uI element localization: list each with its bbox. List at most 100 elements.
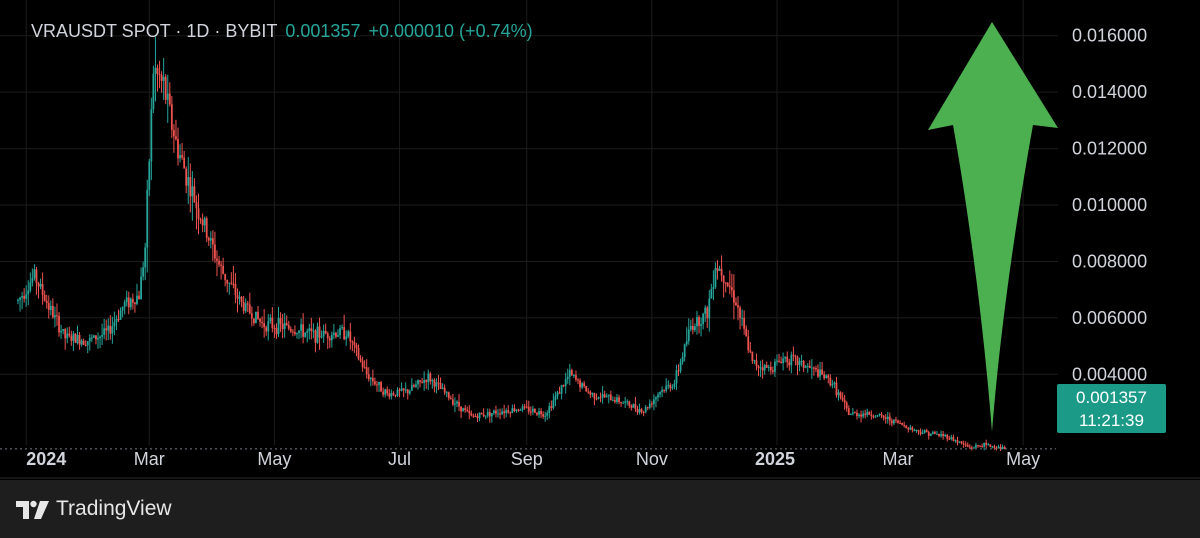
candle-body [944,434,947,437]
candle-body [739,307,741,319]
candle-body [339,328,341,336]
candle-body [866,411,869,415]
candle-body [185,168,188,186]
candle-body [534,408,536,413]
candle-body [72,333,75,341]
candle-body [798,361,801,366]
candle-body [812,367,815,369]
candle-body [882,415,885,418]
symbol-title[interactable]: VRAUSDT SPOT · 1D · BYBIT [31,21,278,41]
candle-body [107,325,110,331]
candle-body [287,325,290,329]
candle-body [291,331,294,333]
candle-body [415,384,417,387]
candle-body [439,383,442,389]
candle-body [374,381,376,385]
tradingview-logo-icon[interactable] [16,499,50,521]
candle-body [423,380,426,383]
candle-body [702,313,705,325]
candle-body [509,412,512,414]
candle-body [168,93,171,105]
candle-body [437,382,440,384]
candle-body [201,219,204,226]
candle-body [66,333,69,339]
candle-body [667,384,670,386]
candle-body [191,186,194,197]
candle-body [531,408,534,412]
last-price-value: 0.001357 [285,21,361,41]
candle-body [597,397,600,399]
candle-body [160,74,163,81]
candle-body [876,415,879,417]
candle-body [248,304,251,314]
candle-body [587,391,590,393]
candle-body [620,402,622,404]
candlestick-chart[interactable]: 2024 Mar May Jul Sep Nov 2025 Mar May 0.0160000.… [0,0,1200,480]
candle-body [408,390,411,394]
candle-body [691,325,694,331]
candle-body [769,367,772,371]
candle-body [236,295,239,299]
candle-body [907,427,910,430]
candle-body [298,330,300,334]
candle-body [757,366,760,369]
candle-body [954,440,957,442]
candle-body [443,387,446,393]
candle-body [320,336,323,338]
candle-body [398,389,401,391]
candle-body [825,375,828,379]
candle-body [318,326,321,338]
candle-body [849,413,852,415]
candle-body [468,411,471,414]
candle-body [189,177,192,197]
candle-body [999,446,1002,450]
candle-body [115,319,118,323]
candle-body [868,411,871,415]
grid-lines [0,0,1200,479]
candle-body [741,317,744,319]
candle-body [480,412,483,415]
candle-body [704,307,707,314]
candle-body [778,360,780,362]
candle-body [497,413,499,415]
candle-body [858,414,860,417]
candle-body [56,315,58,317]
candle-body [316,326,319,343]
tradingview-brand[interactable]: TradingView [56,497,172,520]
candle-body [111,326,114,334]
candle-body [328,338,331,341]
candle-body [554,396,557,401]
candle-body [661,389,664,393]
candle-body [940,434,942,436]
candle-body [540,411,542,415]
candle-body [712,287,715,289]
candle-body [54,315,56,318]
candle-body [570,370,573,376]
candle-body [482,414,485,417]
candle-body [289,328,292,332]
candle-body [864,413,867,415]
candle-body [484,415,487,417]
candle-body [792,354,795,356]
candle-body [817,369,819,377]
candle-body [839,392,842,398]
chart-panel[interactable]: 2024 Mar May Jul Sep Nov 2025 Mar May 0.016000 0.… [0,0,1200,480]
candle-body [376,384,378,386]
candle-body [58,315,60,333]
candle-body [162,76,165,81]
candle-body [47,303,50,310]
candle-body [119,310,122,320]
candle-body [170,104,173,130]
candle-body [652,399,655,405]
candle-body [626,401,629,403]
y-axis[interactable]: 0.016000 0.014000 0.012000 0.010000 0.008000… [1072,26,1147,385]
candle-body [232,283,235,285]
candle-body [70,335,73,341]
candle-body [322,330,325,337]
candle-body [131,298,134,303]
candle-body [843,399,846,403]
candle-body [203,218,206,226]
candle-body [37,282,40,287]
candle-body [150,109,153,162]
candle-body [614,400,616,402]
